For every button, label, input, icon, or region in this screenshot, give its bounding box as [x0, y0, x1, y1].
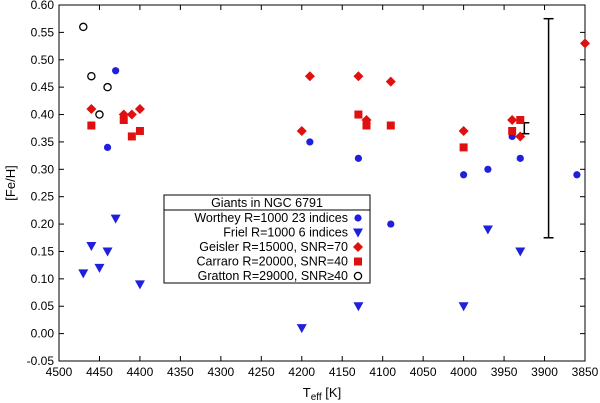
data-point-geisler: [126, 109, 137, 120]
data-point-geisler: [458, 125, 469, 136]
data-point-gratton: [103, 82, 112, 92]
data-point-friel: [515, 247, 526, 257]
y-tick-label: 0.15: [31, 244, 55, 258]
y-tick-label: 0.50: [31, 53, 55, 67]
y-tick-label: -0.05: [27, 354, 55, 368]
data-point-friel: [110, 214, 121, 224]
data-point-geisler: [515, 131, 526, 142]
data-point-gratton: [87, 71, 96, 81]
data-point-worthey: [460, 171, 468, 179]
axis-ticks: 4500 4450 4400 4350 4300 4250 4200 4150 4100 4050…: [27, 0, 599, 379]
x-tick-label: 4300: [207, 365, 234, 379]
x-tick-label: 4250: [248, 365, 275, 379]
data-point-carraro: [354, 110, 363, 119]
data-point-worthey: [354, 154, 363, 162]
y-tick-label: 0.40: [31, 108, 55, 122]
legend-marker-worthey: [354, 214, 362, 222]
data-point-geisler: [353, 71, 364, 82]
data-point-worthey: [573, 171, 581, 179]
data-point-carraro: [87, 121, 96, 130]
y-tick-label: 0.25: [31, 190, 55, 204]
data-point-friel: [78, 269, 89, 279]
plot-frame: [58, 4, 586, 362]
data-point-gratton: [79, 22, 88, 32]
x-tick-label: 4050: [410, 365, 437, 379]
data-points: [78, 22, 590, 334]
data-point-friel: [296, 324, 307, 334]
x-tick-label: 4200: [288, 365, 315, 379]
data-point-worthey: [484, 165, 492, 173]
y-tick-label: 0.00: [31, 327, 55, 341]
data-point-geisler: [580, 38, 590, 49]
legend-label-friel: Friel R=1000 6 indices: [223, 226, 348, 240]
legend-marker-gratton: [353, 271, 363, 281]
data-point-worthey: [516, 154, 524, 162]
data-point-geisler: [86, 104, 97, 115]
data-point-carraro: [135, 126, 144, 135]
data-point-carraro: [362, 121, 371, 130]
data-point-geisler: [507, 115, 518, 126]
x-axis-title-unit: [K]: [322, 385, 342, 400]
data-point-friel: [102, 247, 113, 257]
x-tick-label: 4150: [329, 365, 356, 379]
data-point-friel: [134, 280, 145, 290]
data-point-worthey: [112, 67, 120, 75]
data-point-carraro: [127, 132, 136, 141]
legend-marker-geisler: [353, 242, 363, 252]
y-tick-label: 0.20: [31, 217, 55, 231]
data-point-carraro: [508, 126, 517, 135]
y-tick-label: 0.55: [31, 25, 55, 39]
data-point-worthey: [103, 143, 112, 151]
x-tick-label: 3900: [531, 365, 558, 379]
data-point-carraro: [459, 143, 468, 152]
data-point-geisler: [296, 125, 307, 136]
data-point-friel: [353, 302, 364, 312]
legend-label-worthey: Worthey R=1000 23 indices: [194, 211, 348, 225]
y-tick-label: 0.05: [31, 299, 55, 313]
legend-label-geisler: Geisler R=15000, SNR=70: [199, 240, 348, 254]
data-point-geisler: [304, 71, 315, 82]
x-tick-label: 3850: [572, 365, 599, 379]
x-axis-title: Teff [K]: [303, 385, 341, 403]
y-tick-label: 0.10: [31, 272, 55, 286]
data-point-friel: [94, 263, 105, 273]
data-point-friel: [86, 241, 97, 251]
legend: Giants in NGC 6791 Worthey R=1000 23 ind…: [163, 194, 371, 284]
legend-label-gratton: Gratton R=29000, SNR≥40: [198, 269, 348, 283]
data-point-geisler: [134, 104, 145, 115]
y-tick-label: 0.35: [31, 135, 55, 149]
y-axis-title: [Fe/H]: [3, 165, 18, 200]
data-point-carraro: [119, 116, 128, 125]
error-bars: [519, 17, 554, 239]
data-point-geisler: [385, 76, 396, 87]
y-tick-label: 0.30: [31, 162, 55, 176]
data-point-worthey: [306, 138, 314, 146]
x-tick-label: 4000: [450, 365, 477, 379]
x-tick-label: 4350: [167, 365, 194, 379]
legend-title: Giants in NGC 6791: [211, 196, 323, 210]
x-tick-label: 4400: [127, 365, 154, 379]
x-tick-label: 3950: [491, 365, 518, 379]
x-axis-title-main: T: [303, 385, 311, 400]
data-point-carraro: [516, 116, 525, 125]
data-point-friel: [482, 225, 493, 235]
data-point-worthey: [387, 220, 395, 228]
legend-marker-friel: [353, 228, 363, 238]
x-tick-label: 4500: [46, 365, 73, 379]
x-axis-title-sub: eff: [311, 392, 322, 403]
data-point-gratton: [95, 110, 104, 119]
legend-label-carraro: Carraro R=20000, SNR=40: [197, 255, 349, 269]
legend-marker-carraro: [354, 257, 362, 266]
data-point-friel: [458, 302, 469, 312]
x-tick-label: 4450: [86, 365, 113, 379]
y-tick-label: 0.60: [31, 0, 55, 12]
y-tick-label: 0.45: [31, 80, 55, 94]
data-point-carraro: [386, 121, 395, 130]
x-tick-label: 4100: [369, 365, 396, 379]
